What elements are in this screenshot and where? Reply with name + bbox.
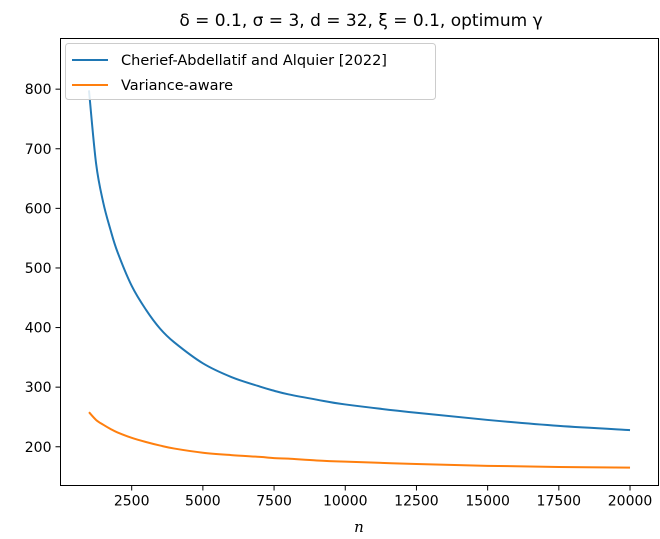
x-axis-label: n [354,518,364,536]
series-layer [87,90,631,469]
legend-label-variance-aware: Variance-aware [121,78,233,94]
y-tick-label: 500 [25,261,52,277]
x-tick-label: 10000 [323,494,368,510]
x-tick-label: 5000 [185,494,221,510]
x-tick-label: 15000 [465,494,510,510]
chart-title: δ = 0.1, σ = 3, d = 32, ξ = 0.1, optimum… [179,11,542,31]
x-tick-label: 2500 [114,494,150,510]
legend-label-cherief: Cherief-Abdellatif and Alquier [2022] [121,53,387,69]
y-tick-label: 800 [25,82,52,98]
legend: Cherief-Abdellatif and Alquier [2022] Va… [65,43,436,100]
y-tick-label: 200 [25,440,52,456]
x-tick-label: 17500 [537,494,582,510]
legend-box [65,43,436,100]
x-tick-label: 20000 [608,494,653,510]
x-tick-label: 7500 [256,494,292,510]
axes-layer: 2500 5000 7500 10000 12500 15000 17500 20000 200… [25,82,653,509]
series-line-variance-aware [88,411,631,469]
plot-frame [60,38,659,486]
series-line-cherief-abdellatif-alquier [87,90,631,432]
y-tick-label: 600 [25,201,52,217]
y-tick-label: 300 [25,380,52,396]
y-tick-label: 700 [25,142,52,158]
y-tick-label: 400 [25,321,52,337]
x-tick-label: 12500 [394,494,439,510]
